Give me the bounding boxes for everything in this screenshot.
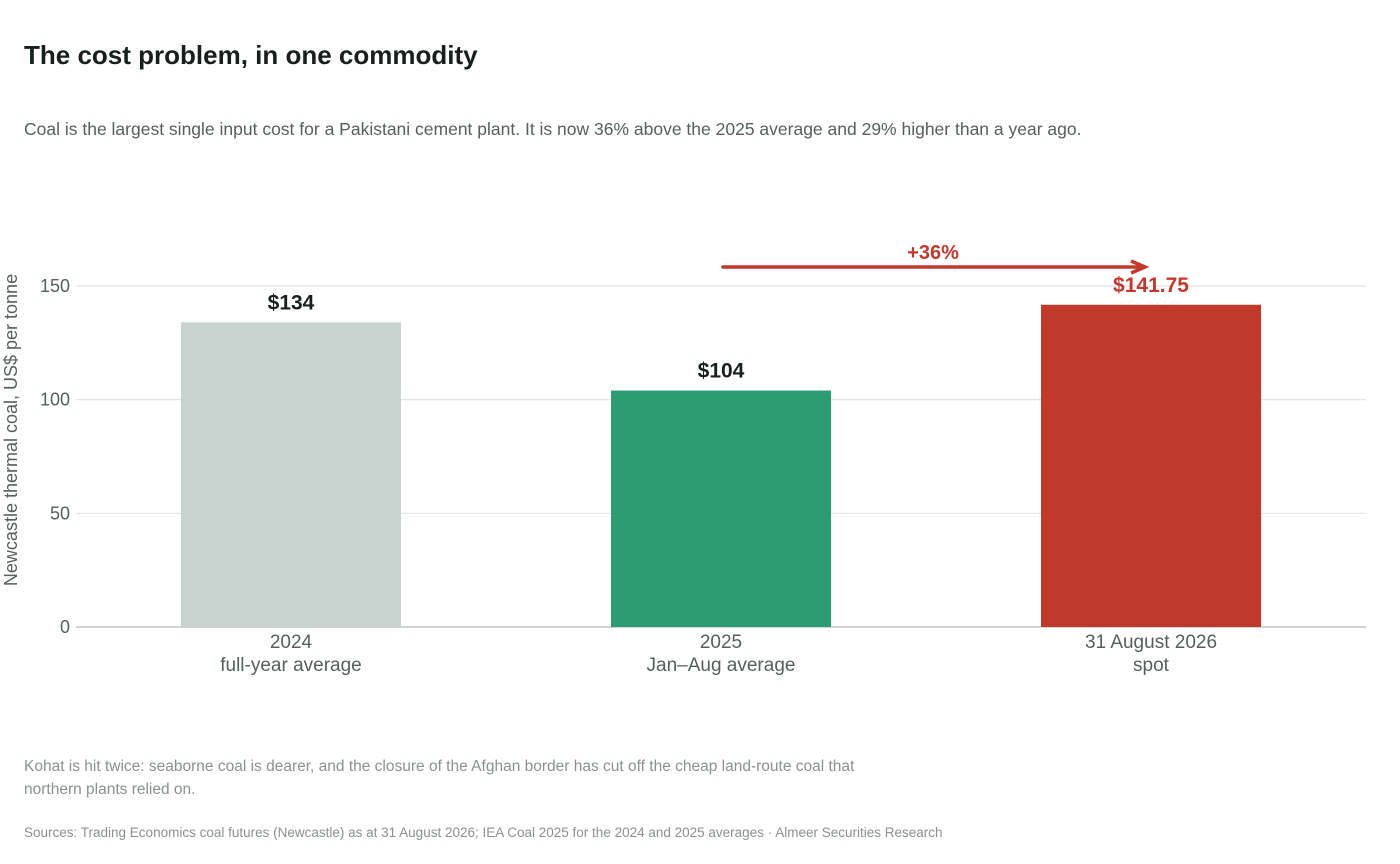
y-tick-label: 150 (40, 276, 70, 296)
y-tick-label: 0 (60, 617, 70, 637)
bar-chart: 0 50 100 150 $134 $104 $141.75 2024full-year … (1, 242, 1366, 676)
y-tick-label: 100 (40, 390, 70, 410)
data-label: $104 (698, 360, 745, 383)
bar (181, 322, 401, 627)
x-tick-label: full-year average (220, 655, 362, 676)
chart-subtitle: Coal is the largest single input cost fo… (24, 119, 1082, 139)
bar (1041, 304, 1261, 627)
source-line: Sources: Trading Economics coal futures … (24, 825, 943, 840)
x-tick-label: 2024 (270, 632, 313, 653)
annotation-arrowhead (1130, 259, 1150, 275)
x-tick-label: Jan–Aug average (647, 655, 796, 676)
bar (611, 390, 831, 627)
y-tick-label: 50 (50, 503, 70, 523)
annotation-label: +36% (907, 242, 959, 264)
x-tick-label: spot (1133, 655, 1170, 676)
footnote: Kohat is hit twice: seaborne coal is dea… (24, 758, 855, 798)
data-label: $134 (268, 291, 315, 314)
data-labels: $134 $104 $141.75 (268, 274, 1190, 383)
chart-title: The cost problem, in one commodity (24, 40, 478, 70)
x-tick-label: 31 August 2026 (1085, 632, 1217, 653)
x-tick-label: 2025 (700, 632, 742, 653)
data-label: $141.75 (1113, 274, 1189, 297)
bars (181, 304, 1261, 627)
change-annotation: +36% (721, 242, 1150, 275)
y-axis-label: Newcastle thermal coal, US$ per tonne (1, 274, 21, 586)
